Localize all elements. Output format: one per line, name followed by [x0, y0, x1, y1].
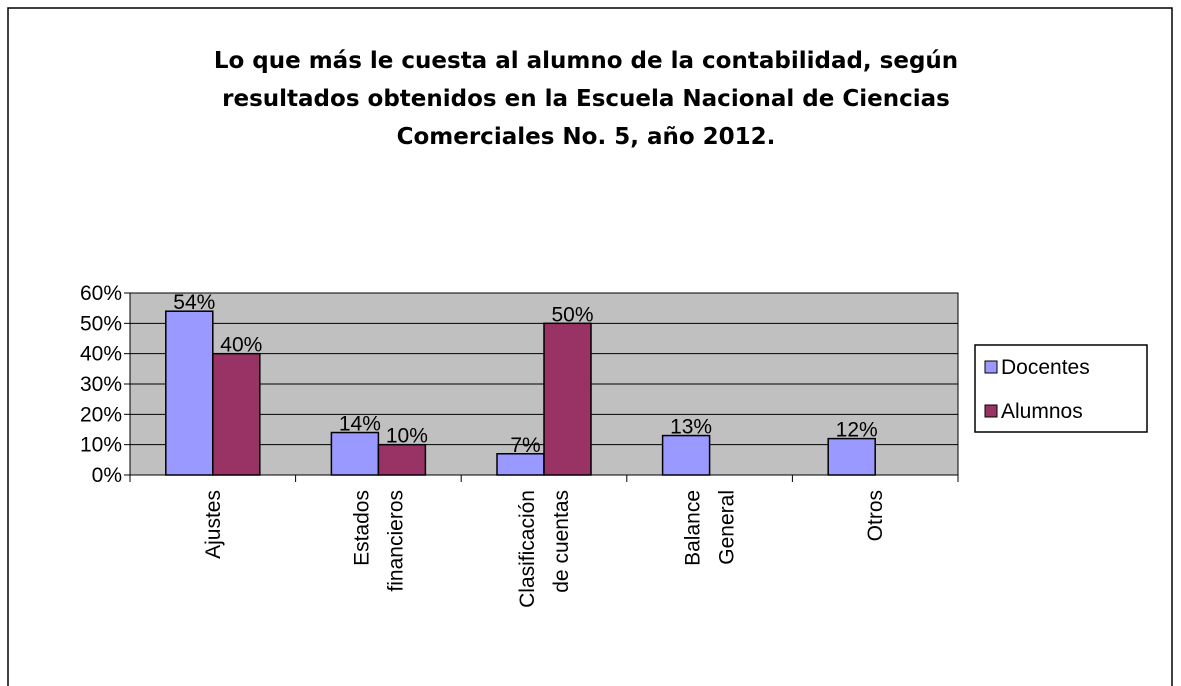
x-tick-label: Estados financieros: [350, 490, 407, 592]
legend-swatch: [984, 404, 998, 418]
data-label: 7%: [510, 434, 540, 457]
x-tick-label: Otros: [864, 490, 887, 541]
y-tick-label: 60%: [80, 282, 122, 305]
y-tick-label: 10%: [80, 434, 122, 457]
x-tick-label: Balance General: [682, 490, 739, 566]
data-label: 14%: [339, 413, 381, 436]
bar: [212, 352, 261, 476]
legend-label: Alumnos: [1001, 400, 1083, 423]
x-tick-label: Clasificación de cuentas: [516, 490, 573, 608]
y-tick-label: 40%: [80, 343, 122, 366]
x-tick-label: Ajustes: [202, 490, 225, 559]
y-tick-label: 50%: [80, 312, 122, 335]
bar: [827, 437, 876, 476]
y-tick-label: 30%: [80, 373, 122, 396]
y-tick-label: 20%: [80, 403, 122, 426]
bar: [661, 434, 711, 476]
chart-frame: [7, 7, 1173, 686]
bar: [496, 453, 545, 476]
data-label: 40%: [220, 334, 262, 357]
legend-box: [974, 344, 1148, 433]
data-label: 50%: [551, 303, 593, 326]
y-tick-label: 0%: [92, 464, 122, 487]
data-label: 54%: [173, 291, 215, 314]
bar: [543, 322, 592, 476]
chart-title: Lo que más le cuesta al alumno de la con…: [214, 48, 958, 150]
data-label: 10%: [386, 425, 428, 448]
legend-label: Docentes: [1001, 356, 1090, 379]
bar: [165, 310, 214, 476]
bar: [377, 443, 427, 476]
legend-swatch: [984, 360, 998, 374]
bar: [330, 431, 380, 476]
data-label: 13%: [670, 416, 712, 439]
data-label: 12%: [836, 419, 878, 442]
